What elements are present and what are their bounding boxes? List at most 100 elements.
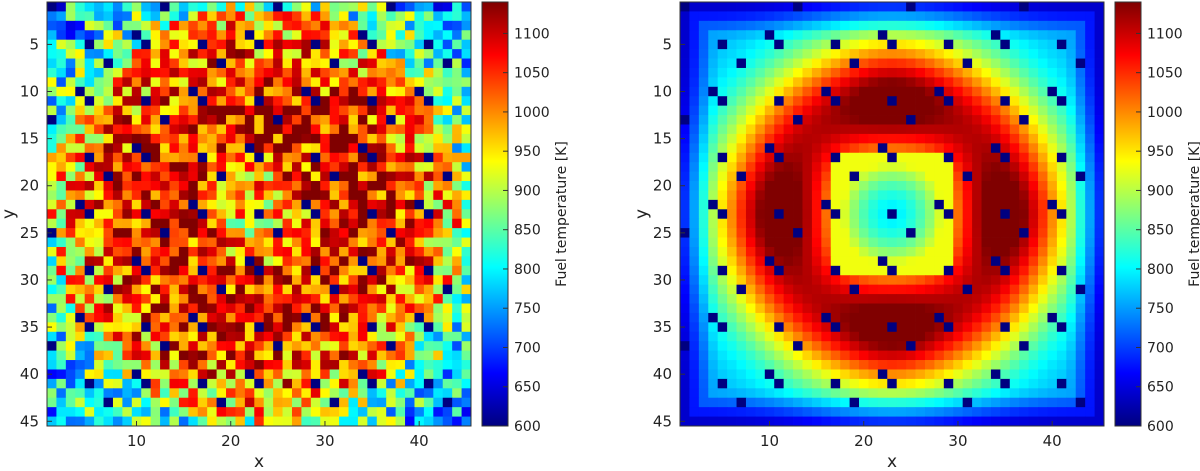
heatmap-cell — [207, 115, 217, 125]
heatmap-cell — [442, 209, 453, 220]
heatmap-cell — [1075, 143, 1086, 154]
heatmap-cell — [207, 228, 217, 238]
heatmap-cell — [755, 39, 766, 50]
heatmap-cell — [1019, 96, 1030, 107]
heatmap-cell — [423, 181, 434, 191]
heatmap-cell — [169, 171, 180, 182]
heatmap-cell — [802, 49, 813, 59]
heatmap-cell — [783, 190, 794, 201]
heatmap-cell — [320, 2, 331, 12]
y-tick-label: 40 — [20, 365, 39, 383]
heatmap-cell — [736, 294, 747, 304]
heatmap-cell — [178, 67, 189, 78]
heatmap-cell — [122, 341, 133, 352]
heatmap-cell — [972, 67, 982, 78]
heatmap-cell — [887, 77, 898, 88]
heatmap-cell — [906, 237, 916, 248]
heatmap-cell — [1066, 341, 1077, 352]
heatmap-cell — [783, 218, 794, 229]
heatmap-cell — [263, 246, 274, 257]
heatmap-cell — [84, 218, 95, 229]
heatmap-cell — [802, 77, 813, 88]
heatmap-cell — [94, 30, 104, 41]
heatmap-cell — [75, 284, 86, 295]
heatmap-cell — [216, 416, 227, 427]
heatmap-cell — [150, 350, 161, 361]
heatmap-cell — [745, 133, 756, 144]
heatmap-cell — [244, 228, 255, 238]
heatmap-cell — [339, 105, 349, 116]
heatmap-cell — [680, 11, 690, 22]
heatmap-cell — [924, 341, 935, 352]
heatmap-cell — [943, 96, 954, 107]
heatmap-cell — [216, 256, 227, 267]
heatmap-cell — [386, 181, 397, 191]
heatmap-cell — [244, 407, 255, 417]
heatmap-cell — [169, 284, 180, 295]
heatmap-cell — [103, 360, 114, 370]
heatmap-cell — [339, 322, 349, 333]
heatmap-cell — [934, 58, 945, 69]
heatmap-cell — [717, 2, 728, 12]
heatmap-cell — [367, 331, 378, 342]
heatmap-cell — [877, 303, 888, 314]
heatmap-cell — [329, 407, 340, 417]
heatmap-cell — [254, 397, 265, 408]
heatmap-cell — [376, 58, 387, 69]
heatmap-cell — [943, 331, 954, 342]
heatmap-cell — [859, 181, 869, 191]
heatmap-cell — [339, 228, 349, 238]
heatmap-cell — [376, 77, 387, 88]
heatmap-cell — [783, 143, 794, 154]
heatmap-cell — [802, 218, 813, 229]
heatmap-cell — [47, 303, 57, 314]
heatmap-cell — [953, 133, 964, 144]
heatmap-cell — [793, 162, 803, 172]
heatmap-cell — [962, 171, 973, 182]
heatmap-cell — [981, 49, 992, 59]
heatmap-cell — [680, 341, 690, 352]
heatmap-cell — [160, 171, 170, 182]
heatmap-cell — [1094, 218, 1105, 229]
heatmap-cell — [1009, 143, 1020, 154]
heatmap-cell — [433, 133, 444, 144]
heatmap-cell — [736, 67, 747, 78]
heatmap-cell — [727, 39, 737, 50]
heatmap-cell — [1038, 209, 1048, 220]
heatmap-cell — [310, 275, 321, 286]
heatmap-cell — [386, 162, 397, 172]
heatmap-cell — [357, 133, 368, 144]
heatmap-cell — [423, 199, 434, 210]
heatmap-cell — [689, 294, 700, 304]
heatmap-cell — [84, 312, 95, 323]
heatmap-cell — [868, 256, 879, 267]
heatmap-cell — [1075, 49, 1086, 59]
heatmap-cell — [1056, 49, 1067, 59]
heatmap-cell — [727, 312, 737, 323]
heatmap-cell — [924, 294, 935, 304]
heatmap-cell — [698, 275, 709, 286]
heatmap-cell — [811, 397, 822, 408]
heatmap-cell — [320, 294, 331, 304]
heatmap-cell — [94, 67, 104, 78]
heatmap-cell — [868, 133, 879, 144]
heatmap-cell — [680, 77, 690, 88]
heatmap-cell — [376, 2, 387, 12]
heatmap-cell — [84, 124, 95, 135]
heatmap-cell — [1075, 124, 1086, 135]
heatmap-cell — [962, 369, 973, 380]
heatmap-cell — [103, 322, 114, 333]
heatmap-cell — [915, 67, 926, 78]
heatmap-cell — [962, 275, 973, 286]
heatmap-cell — [56, 39, 67, 50]
y-tick-label: 45 — [653, 412, 672, 430]
heatmap-cell — [414, 228, 425, 238]
heatmap-cell — [727, 152, 737, 163]
heatmap-cell — [717, 246, 728, 257]
heatmap-cell — [755, 86, 766, 97]
heatmap-cell — [329, 218, 340, 229]
heatmap-cell — [830, 331, 841, 342]
heatmap-cell — [1038, 350, 1048, 361]
heatmap-cell — [1066, 49, 1077, 59]
heatmap-cell — [414, 331, 425, 342]
